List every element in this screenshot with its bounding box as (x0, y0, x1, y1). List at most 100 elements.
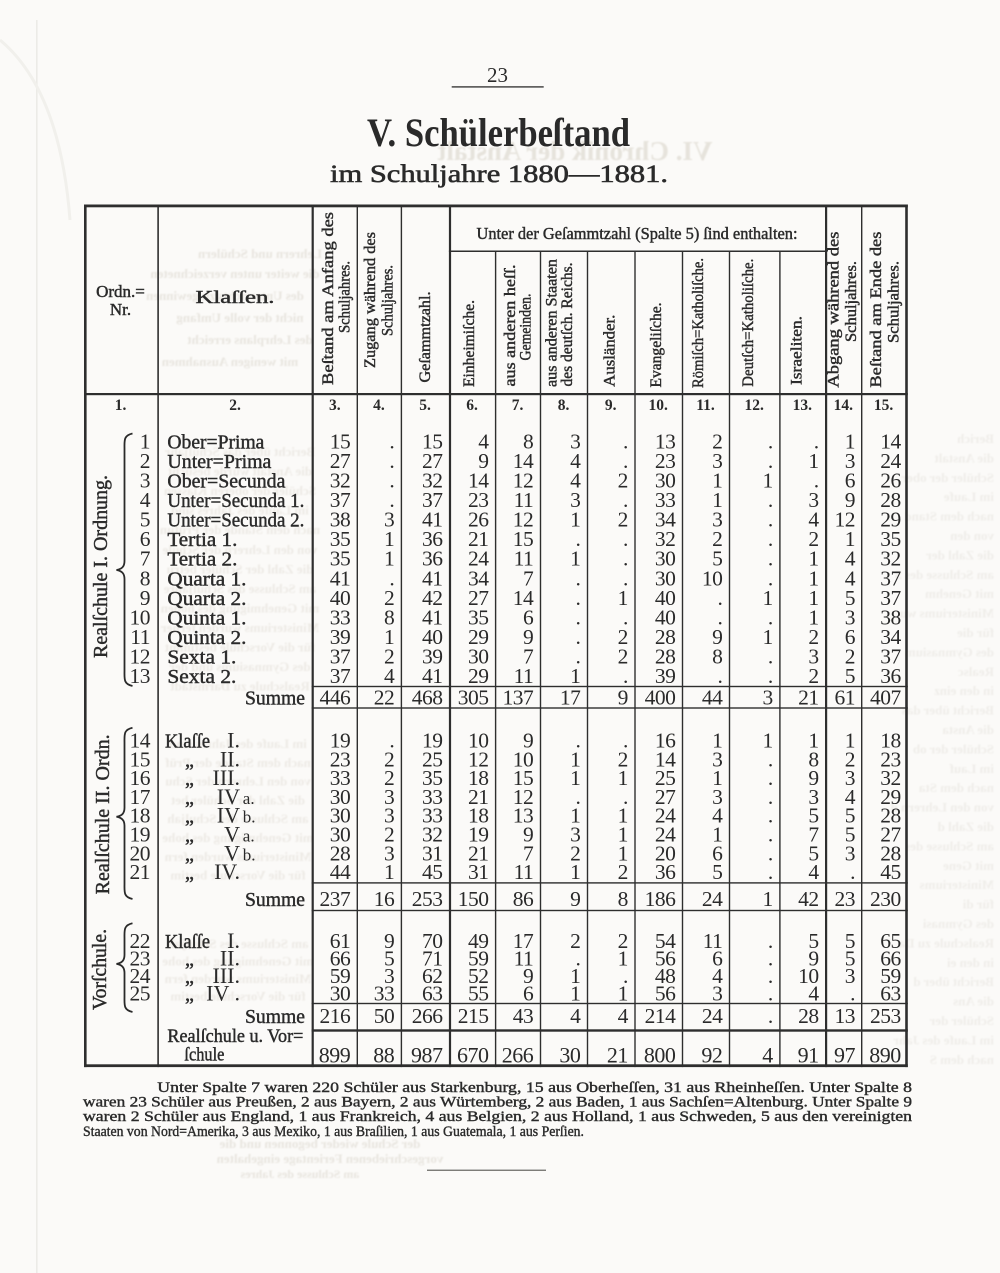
svg-text:11: 11 (514, 664, 534, 688)
svg-text:Schuljahres.: Schuljahres. (380, 265, 397, 336)
svg-text:61: 61 (835, 686, 856, 710)
svg-text:von den: von den (950, 528, 994, 543)
svg-text:„: „ (185, 787, 194, 809)
svg-text:137: 137 (503, 686, 535, 710)
svg-text:44: 44 (330, 860, 351, 884)
svg-text:21: 21 (468, 841, 489, 865)
svg-text:.: . (576, 785, 581, 809)
svg-text:Realſchule I. Ordnung.: Realſchule I. Ordnung. (90, 475, 112, 658)
svg-text:34: 34 (468, 566, 489, 590)
svg-text:.: . (850, 860, 855, 884)
svg-text:2.: 2. (229, 397, 241, 414)
svg-text:im Laufe des Jahres sind: im Laufe des Jahres sind (170, 503, 308, 518)
svg-text:11: 11 (514, 947, 534, 971)
svg-text:.: . (576, 644, 581, 668)
svg-text:10: 10 (798, 964, 819, 988)
svg-text:10.: 10. (649, 397, 669, 414)
svg-text:468: 468 (412, 686, 443, 710)
svg-text:1: 1 (618, 823, 628, 847)
svg-text:Schüler der ober: Schüler der ober (901, 470, 994, 485)
svg-text:.: . (768, 823, 773, 847)
svg-text:des Lehrplans erreicht: des Lehrplans erreicht (187, 332, 313, 347)
svg-text:52: 52 (468, 964, 489, 988)
svg-text:.: . (389, 469, 394, 493)
svg-text:mit Genehm: mit Genehm (925, 586, 994, 601)
svg-text:3: 3 (808, 644, 818, 668)
svg-text:Schuljahres.: Schuljahres. (886, 261, 903, 343)
svg-text:des Unterrichts zu gewinnen: des Unterrichts zu gewinnen (145, 288, 304, 303)
svg-text:Ordn.=: Ordn.= (96, 282, 145, 301)
svg-text:5: 5 (140, 508, 150, 532)
svg-text:24: 24 (130, 964, 151, 988)
svg-text:Israeliten.: Israeliten. (789, 316, 806, 385)
svg-text:14: 14 (655, 747, 676, 771)
svg-text:9: 9 (523, 964, 533, 988)
svg-text:.: . (850, 982, 855, 1006)
svg-text:7: 7 (140, 547, 151, 571)
svg-text:3: 3 (845, 841, 855, 865)
svg-text:.: . (768, 429, 773, 453)
svg-text:3: 3 (712, 449, 722, 473)
svg-text:3: 3 (845, 449, 855, 473)
svg-text:10: 10 (468, 729, 489, 753)
svg-text:Schüler der ob: Schüler der ob (913, 741, 994, 756)
svg-text:14: 14 (130, 729, 151, 753)
svg-text:22: 22 (130, 929, 151, 953)
svg-text:Nr.: Nr. (110, 300, 131, 319)
svg-text:4: 4 (384, 664, 395, 688)
svg-text:12: 12 (835, 508, 856, 532)
svg-text:.: . (768, 644, 773, 668)
svg-text:Realſchule u. Vor=: Realſchule u. Vor= (167, 1026, 303, 1047)
svg-text:24: 24 (655, 823, 676, 847)
svg-text:1: 1 (570, 547, 580, 571)
svg-text:im Laufe des Jahres sind: im Laufe des Jahres sind (168, 736, 306, 751)
svg-text:14: 14 (468, 469, 489, 493)
svg-text:des Gymnasi: des Gymnasi (922, 916, 994, 931)
svg-text:21: 21 (607, 1043, 628, 1068)
svg-text:71: 71 (422, 947, 443, 971)
svg-text:8: 8 (618, 887, 628, 911)
svg-text:mit Genehmigung des hohe: mit Genehmigung des hohe (162, 954, 314, 969)
svg-text:3: 3 (570, 429, 580, 453)
svg-text:Einheimiſche.: Einheimiſche. (461, 300, 478, 387)
svg-text:55: 55 (468, 982, 489, 1006)
svg-text:5: 5 (712, 860, 722, 884)
svg-text:4: 4 (762, 1043, 773, 1068)
svg-text:.: . (768, 1004, 773, 1028)
svg-text:Sexta 2.: Sexta 2. (167, 666, 236, 688)
svg-text:4: 4 (845, 566, 856, 590)
svg-text:1: 1 (618, 947, 628, 971)
svg-text:1: 1 (570, 508, 580, 532)
svg-text:ſchule: ſchule (184, 1045, 224, 1066)
svg-text:die Zahl der Schüler betru: die Zahl der Schüler betru (167, 561, 314, 576)
svg-text:6: 6 (845, 625, 856, 649)
svg-text:3: 3 (384, 964, 394, 988)
svg-text:des deutſch. Reichs.: des deutſch. Reichs. (559, 263, 576, 387)
svg-text:.: . (768, 860, 773, 884)
svg-text:.: . (576, 605, 581, 629)
svg-text:im Laufe: im Laufe (944, 489, 994, 504)
svg-text:6: 6 (523, 605, 534, 629)
svg-text:24: 24 (880, 449, 901, 473)
svg-text:mit Gene: mit Gene (943, 858, 994, 873)
svg-text:2: 2 (570, 841, 580, 865)
svg-text:2: 2 (384, 766, 394, 790)
svg-text:des Gymnasium: des Gymnasium (905, 644, 994, 659)
svg-text:21: 21 (130, 860, 151, 884)
svg-text:in den ei: in den ei (947, 955, 994, 970)
svg-text:Quarta 2.: Quarta 2. (167, 588, 246, 610)
svg-text:237: 237 (319, 887, 351, 911)
svg-text:5: 5 (808, 841, 818, 865)
svg-text:92: 92 (701, 1043, 722, 1068)
svg-text:31: 31 (422, 841, 443, 865)
svg-text:10: 10 (513, 747, 534, 771)
svg-text:9: 9 (618, 686, 628, 710)
svg-text:die Anstalt: die Anstalt (934, 450, 994, 465)
svg-text:36: 36 (422, 527, 443, 551)
svg-text:III.: III. (213, 963, 240, 988)
svg-text:29: 29 (468, 625, 489, 649)
svg-text:37: 37 (330, 664, 351, 688)
svg-text:.: . (576, 625, 581, 649)
svg-text:12.: 12. (745, 397, 765, 414)
svg-text:42: 42 (422, 586, 443, 610)
